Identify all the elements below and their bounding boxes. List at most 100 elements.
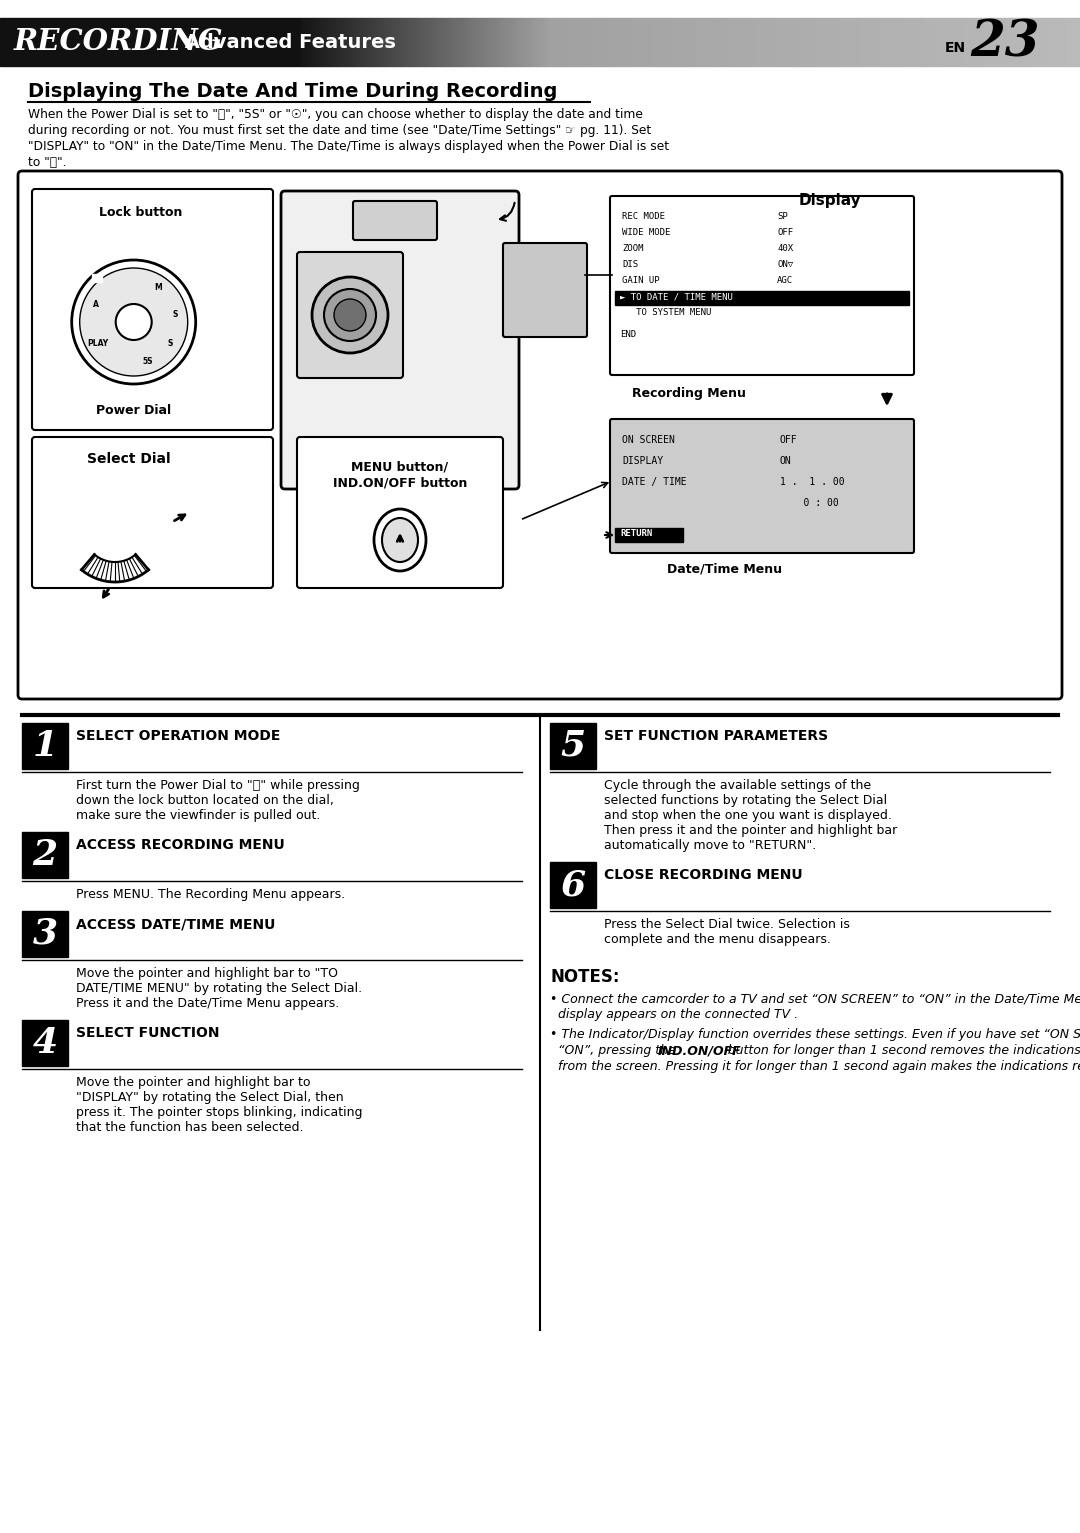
Bar bbox=[994, 18, 996, 66]
Bar bbox=[666, 18, 669, 66]
Bar bbox=[426, 18, 428, 66]
Bar bbox=[966, 18, 968, 66]
Text: OFF: OFF bbox=[780, 435, 798, 445]
Text: Select Dial: Select Dial bbox=[87, 452, 171, 466]
Bar bbox=[346, 18, 348, 66]
Bar bbox=[492, 18, 494, 66]
Bar bbox=[568, 18, 570, 66]
Bar bbox=[818, 18, 820, 66]
Bar bbox=[906, 18, 908, 66]
Bar bbox=[330, 18, 332, 66]
Bar bbox=[1026, 18, 1028, 66]
Bar bbox=[420, 18, 422, 66]
Bar bbox=[362, 18, 364, 66]
Bar bbox=[900, 18, 902, 66]
Bar bbox=[686, 18, 688, 66]
Bar bbox=[800, 18, 802, 66]
Bar bbox=[348, 18, 350, 66]
Text: END: END bbox=[620, 331, 636, 339]
Bar bbox=[616, 18, 618, 66]
Text: DATE / TIME: DATE / TIME bbox=[622, 477, 687, 487]
Bar bbox=[828, 18, 831, 66]
Bar bbox=[418, 18, 420, 66]
Bar bbox=[990, 18, 993, 66]
Text: “ON”, pressing the             button for longer than 1 second removes the indic: “ON”, pressing the button for longer tha… bbox=[550, 1044, 1080, 1056]
Bar bbox=[996, 18, 998, 66]
Bar bbox=[608, 18, 610, 66]
Circle shape bbox=[80, 268, 188, 376]
Text: When the Power Dial is set to "Ⓜ", "5S" or "☉", you can choose whether to displa: When the Power Dial is set to "Ⓜ", "5S" … bbox=[28, 107, 643, 121]
Circle shape bbox=[324, 290, 376, 340]
Text: ► TO DATE / TIME MENU: ► TO DATE / TIME MENU bbox=[620, 291, 733, 300]
Bar bbox=[364, 18, 366, 66]
Bar bbox=[746, 18, 748, 66]
Text: SP: SP bbox=[777, 212, 787, 221]
Bar bbox=[1030, 18, 1032, 66]
Text: 5: 5 bbox=[561, 730, 585, 763]
Bar bbox=[486, 18, 488, 66]
Bar bbox=[772, 18, 774, 66]
Text: DISPLAY: DISPLAY bbox=[622, 455, 663, 466]
Text: Press the Select Dial twice. Selection is: Press the Select Dial twice. Selection i… bbox=[604, 918, 850, 931]
Bar bbox=[1014, 18, 1016, 66]
Ellipse shape bbox=[382, 518, 418, 563]
Bar bbox=[470, 18, 472, 66]
Bar bbox=[580, 18, 582, 66]
Bar bbox=[1054, 18, 1056, 66]
Bar bbox=[1076, 18, 1078, 66]
Bar bbox=[488, 18, 490, 66]
Bar bbox=[502, 18, 504, 66]
Bar bbox=[472, 18, 474, 66]
Text: during recording or not. You must first set the date and time (see "Date/Time Se: during recording or not. You must first … bbox=[28, 124, 651, 136]
Bar bbox=[1004, 18, 1005, 66]
Bar bbox=[562, 18, 564, 66]
Bar bbox=[352, 18, 354, 66]
Text: • The Indicator/Display function overrides these settings. Even if you have set : • The Indicator/Display function overrid… bbox=[550, 1029, 1080, 1041]
Bar bbox=[908, 18, 910, 66]
Bar bbox=[978, 18, 980, 66]
Bar bbox=[954, 18, 956, 66]
Bar bbox=[558, 18, 561, 66]
Bar bbox=[350, 18, 352, 66]
Bar bbox=[856, 18, 858, 66]
FancyBboxPatch shape bbox=[610, 419, 914, 553]
Bar bbox=[804, 18, 806, 66]
Bar bbox=[584, 18, 586, 66]
Bar bbox=[606, 18, 608, 66]
Text: from the screen. Pressing it for longer than 1 second again makes the indication: from the screen. Pressing it for longer … bbox=[550, 1059, 1080, 1073]
Bar bbox=[356, 18, 357, 66]
Text: TO SYSTEM MENU: TO SYSTEM MENU bbox=[620, 308, 712, 317]
Bar bbox=[334, 18, 336, 66]
Bar bbox=[498, 18, 500, 66]
Bar bbox=[942, 18, 944, 66]
Bar bbox=[638, 18, 640, 66]
Bar bbox=[464, 18, 465, 66]
Text: "DISPLAY" to "ON" in the Date/Time Menu. The Date/Time is always displayed when : "DISPLAY" to "ON" in the Date/Time Menu.… bbox=[28, 140, 670, 153]
FancyBboxPatch shape bbox=[297, 251, 403, 379]
Bar bbox=[950, 18, 951, 66]
Bar bbox=[528, 18, 530, 66]
Bar bbox=[372, 18, 374, 66]
Bar bbox=[980, 18, 982, 66]
Text: Move the pointer and highlight bar to: Move the pointer and highlight bar to bbox=[76, 1076, 311, 1088]
Bar bbox=[832, 18, 834, 66]
Text: 1 .  1 . 00: 1 . 1 . 00 bbox=[780, 477, 845, 487]
Text: display appears on the connected TV .: display appears on the connected TV . bbox=[550, 1009, 798, 1021]
Bar bbox=[760, 18, 762, 66]
Bar bbox=[660, 18, 662, 66]
Bar bbox=[784, 18, 786, 66]
Bar bbox=[564, 18, 566, 66]
Bar bbox=[730, 18, 732, 66]
Bar bbox=[896, 18, 897, 66]
Bar bbox=[842, 18, 843, 66]
Bar bbox=[318, 18, 320, 66]
Bar bbox=[820, 18, 822, 66]
Bar bbox=[644, 18, 646, 66]
Bar bbox=[1038, 18, 1040, 66]
Bar bbox=[465, 18, 468, 66]
Bar bbox=[360, 18, 362, 66]
Bar bbox=[1070, 18, 1072, 66]
Bar bbox=[586, 18, 588, 66]
Bar bbox=[416, 18, 418, 66]
Bar bbox=[882, 18, 885, 66]
